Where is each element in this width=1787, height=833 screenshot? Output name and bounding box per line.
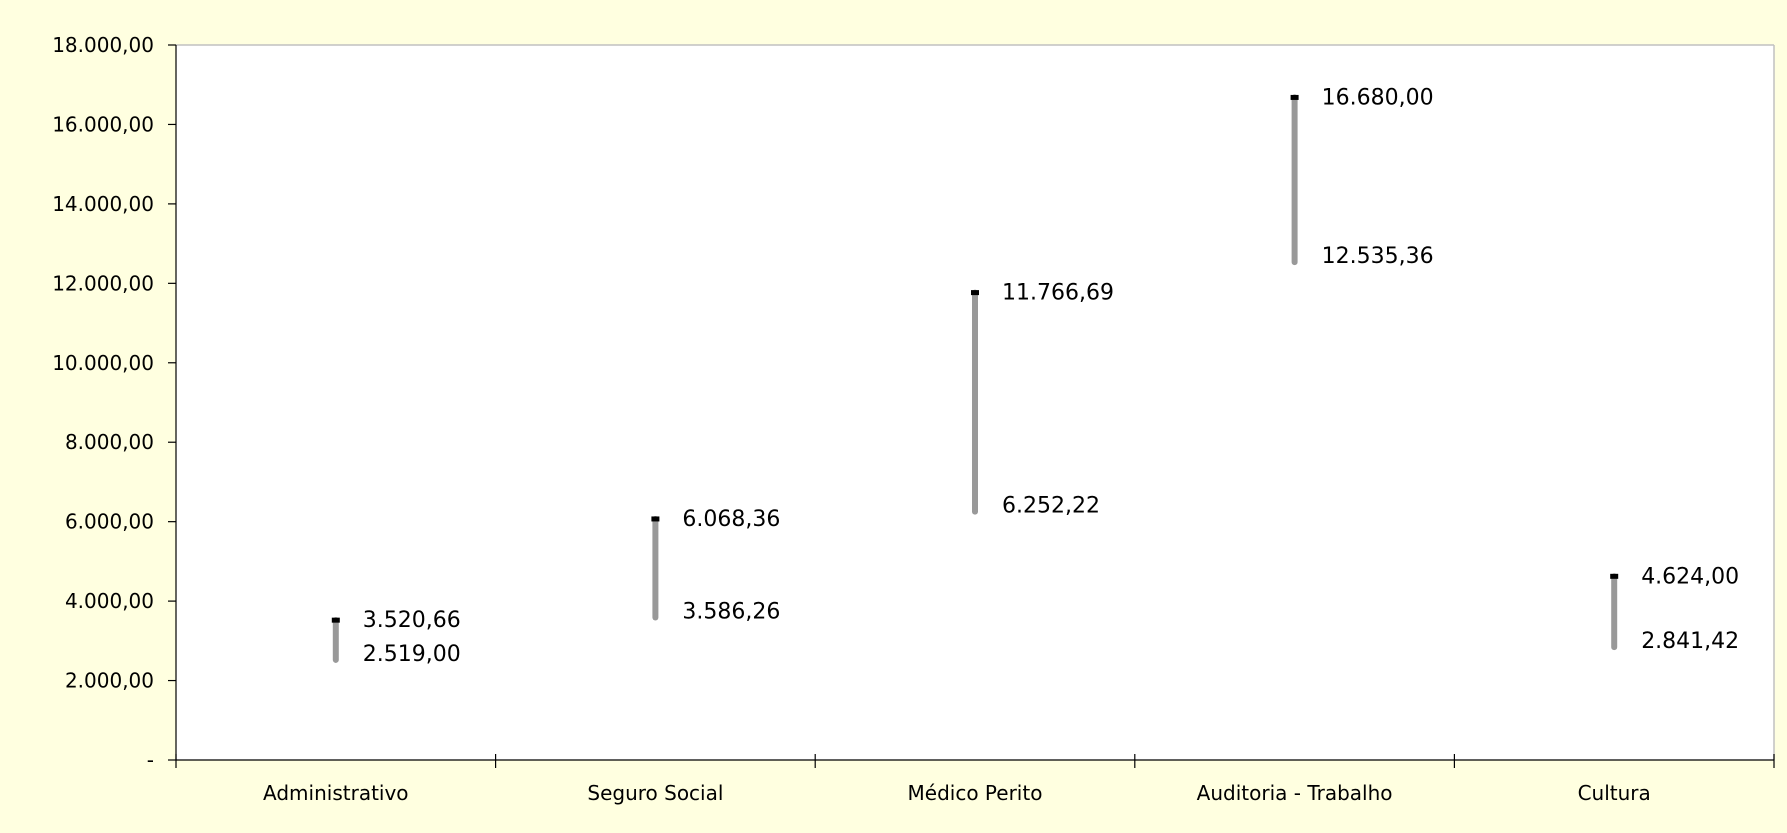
high-marker: [332, 618, 340, 623]
high-marker: [971, 290, 979, 295]
y-tick-label: 18.000,00: [52, 33, 154, 57]
y-tick-label: 6.000,00: [65, 510, 154, 534]
data-label-low: 2.841,42: [1641, 629, 1739, 654]
y-tick-label: 14.000,00: [52, 192, 154, 216]
y-tick-label: 4.000,00: [65, 589, 154, 613]
y-tick-label: 12.000,00: [52, 271, 154, 295]
y-tick-label: 16.000,00: [52, 112, 154, 136]
x-tick-label: Cultura: [1578, 781, 1651, 805]
data-label-high: 11.766,69: [1002, 281, 1114, 306]
y-tick-label: 10.000,00: [52, 351, 154, 375]
data-label-low: 3.586,26: [682, 600, 780, 625]
data-label-high: 16.680,00: [1322, 85, 1434, 110]
data-label-high: 3.520,66: [363, 608, 461, 633]
x-tick-label: Auditoria - Trabalho: [1197, 781, 1393, 805]
high-marker: [1610, 574, 1618, 579]
data-label-high: 6.068,36: [682, 507, 780, 532]
high-marker: [1291, 95, 1299, 100]
data-label-low: 12.535,36: [1322, 244, 1434, 269]
data-label-high: 4.624,00: [1641, 564, 1739, 589]
x-tick-label: Administrativo: [263, 781, 409, 805]
high-marker: [651, 516, 659, 521]
data-label-low: 2.519,00: [363, 642, 461, 667]
y-tick-label: 8.000,00: [65, 430, 154, 454]
x-tick-label: Seguro Social: [587, 781, 723, 805]
y-tick-label: -: [147, 748, 154, 772]
x-tick-label: Médico Perito: [908, 781, 1043, 805]
data-label-low: 6.252,22: [1002, 494, 1100, 519]
y-tick-label: 2.000,00: [65, 669, 154, 693]
